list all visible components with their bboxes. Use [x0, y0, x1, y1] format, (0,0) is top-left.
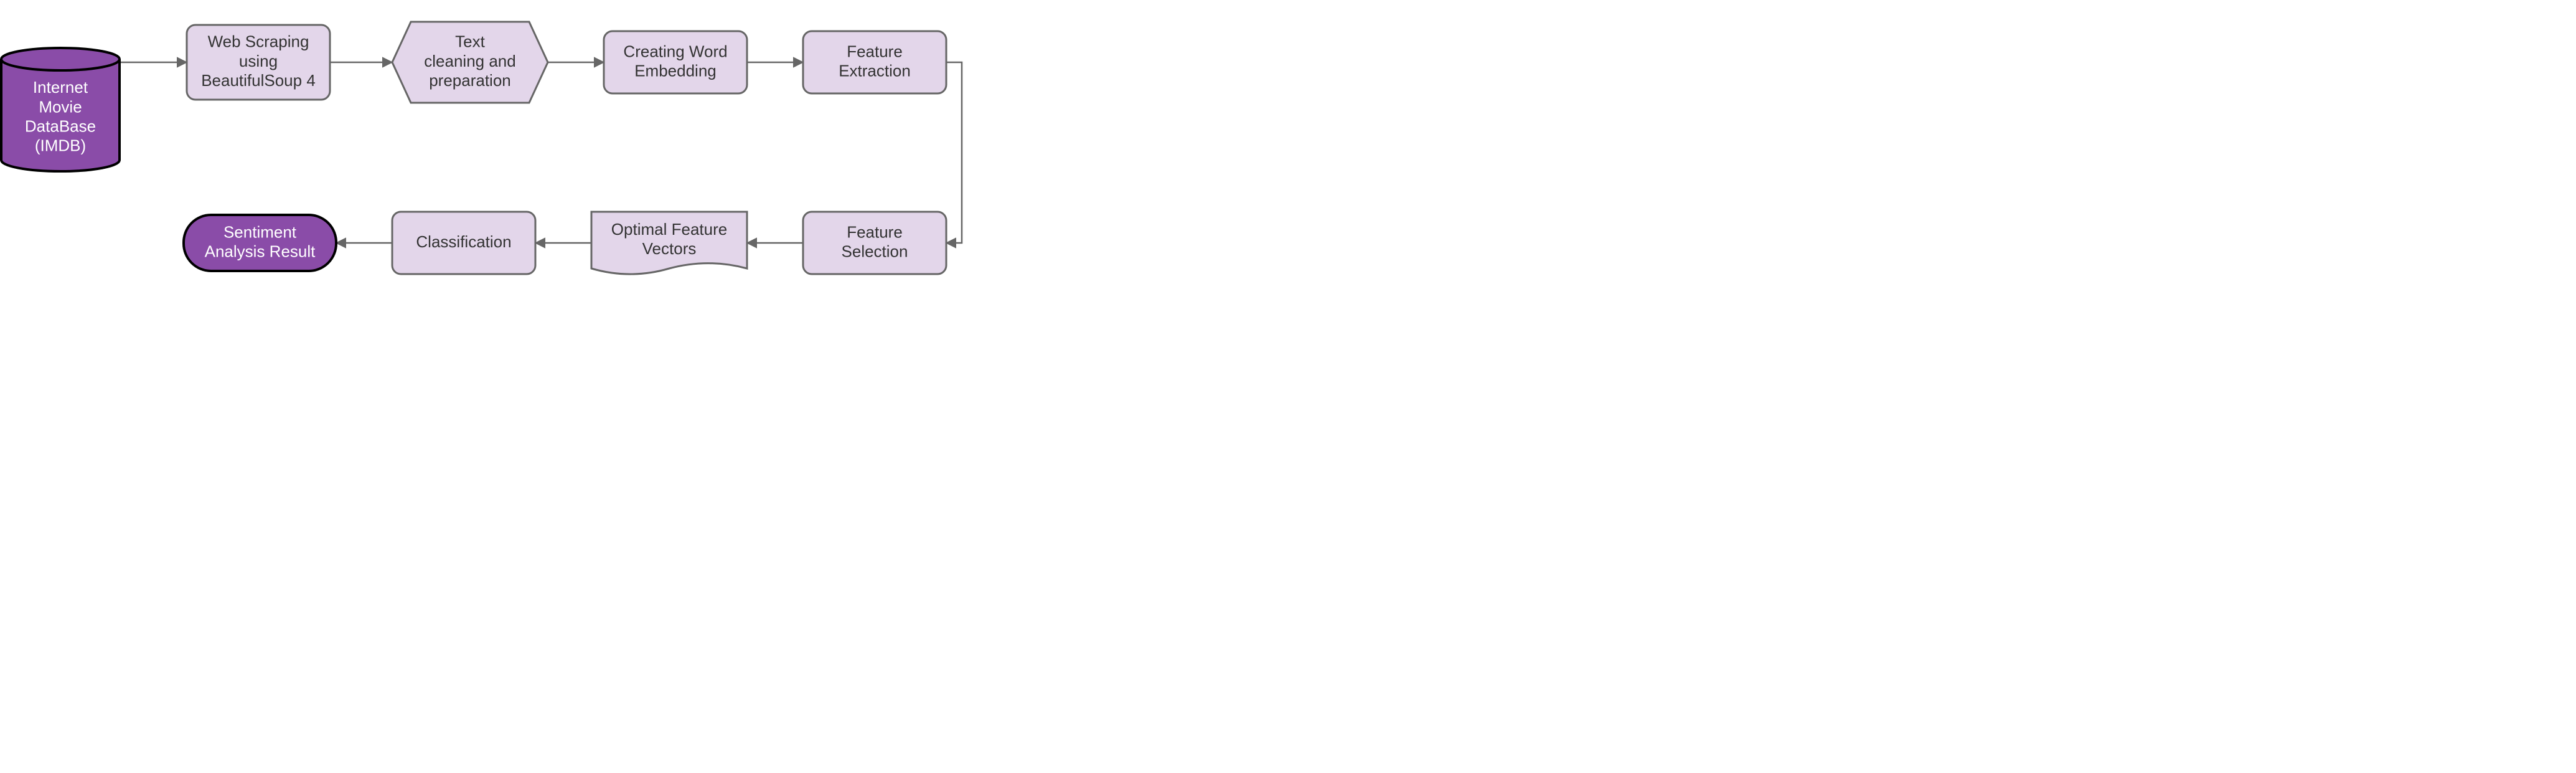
node-scrape: Web ScrapingusingBeautifulSoup 4 — [187, 25, 330, 100]
result-label-line-0: Sentiment — [223, 222, 297, 241]
node-embed: Creating WordEmbedding — [604, 31, 747, 93]
node-optvec: Optimal FeatureVectors — [591, 212, 747, 274]
clean-label-line-0: Text — [455, 32, 485, 51]
node-imdb: InternetMovieDataBase(IMDB) — [1, 48, 120, 171]
featsel-label-line-1: Selection — [842, 242, 908, 260]
node-classify: Classification — [392, 212, 535, 274]
optvec-label-line-1: Vectors — [642, 239, 697, 258]
clean-label-line-2: preparation — [429, 71, 511, 90]
imdb-label-line-3: (IMDB) — [35, 136, 86, 155]
node-result: SentimentAnalysis Result — [184, 215, 336, 271]
node-featext: FeatureExtraction — [803, 31, 946, 93]
imdb-label-line-1: Movie — [39, 97, 82, 116]
node-featsel: FeatureSelection — [803, 212, 946, 274]
flowchart-canvas: InternetMovieDataBase(IMDB) Web Scrapingu… — [0, 0, 971, 292]
scrape-label-line-0: Web Scraping — [208, 32, 309, 51]
featsel-label-line-0: Feature — [847, 222, 903, 241]
featext-label-line-0: Feature — [847, 42, 903, 60]
scrape-label-line-2: BeautifulSoup 4 — [201, 71, 316, 90]
featext-label-line-1: Extraction — [839, 61, 911, 80]
clean-label-line-1: cleaning and — [424, 52, 515, 70]
optvec-label-line-0: Optimal Feature — [611, 220, 727, 239]
classify-label-line-0: Classification — [416, 232, 511, 251]
result-label-line-1: Analysis Result — [205, 242, 316, 260]
edge-featext-featsel — [946, 62, 962, 243]
imdb-label-line-0: Internet — [33, 78, 88, 97]
scrape-label-line-1: using — [239, 52, 278, 70]
embed-label-line-1: Embedding — [634, 61, 717, 80]
embed-label-line-0: Creating Word — [623, 42, 727, 60]
imdb-label-line-2: DataBase — [25, 116, 96, 135]
node-clean: Textcleaning andpreparation — [392, 22, 548, 103]
